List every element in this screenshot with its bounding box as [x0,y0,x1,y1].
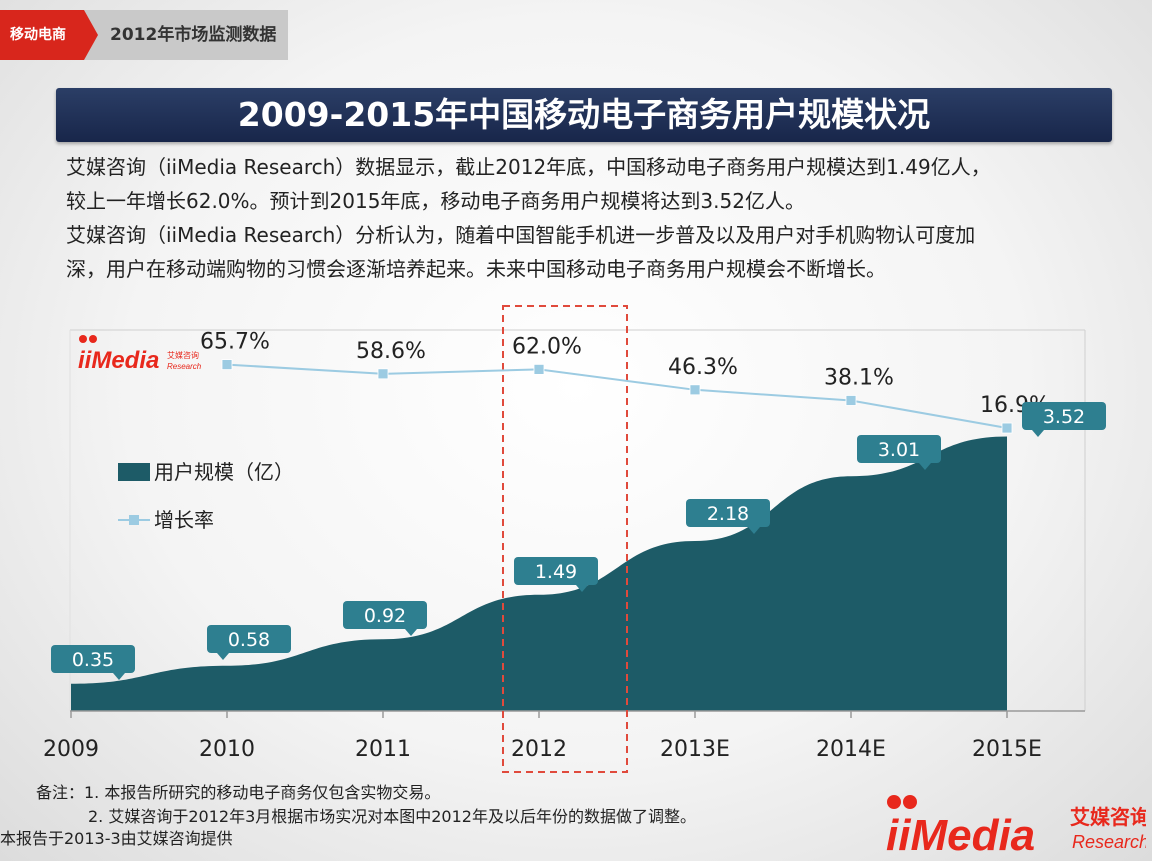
area-value-label: 3.01 [878,439,920,461]
x-tick-label: 2013E [660,737,730,762]
growth-rate-point [377,368,389,380]
logo-en-text: Research [1072,832,1146,852]
iimedia-logo: iiMedia 艾媒咨询 Research [886,795,1146,856]
logo-brand-text: iiMedia [886,811,1035,856]
x-tick-label: 2011 [355,737,411,762]
x-tick-label: 2015E [972,737,1042,762]
description-line-1: 艾媒咨询（iiMedia Research）数据显示，截止2012年底，中国移动… [66,155,991,179]
chart-logo-en: Research [167,362,202,371]
area-value-callout: 2.18 [686,499,770,534]
area-value-callout: 0.58 [207,625,291,660]
growth-rate-point [689,384,701,396]
growth-rate-label: 62.0% [512,334,582,359]
x-tick-label: 2010 [199,737,255,762]
area-value-label: 0.92 [364,605,406,627]
callout-tail [919,463,931,470]
breadcrumb: 移动电商 2012年市场监测数据 [0,10,289,60]
callout-box [857,435,941,463]
x-tick-label: 2014E [816,737,886,762]
callout-box [207,625,291,653]
breadcrumb-text: 2012年市场监测数据 [84,10,289,60]
growth-rate-label: 58.6% [356,339,426,364]
area-value-label: 0.58 [228,629,270,651]
area-series-user-scale [71,436,1007,711]
growth-rate-point [533,363,545,375]
area-value-label: 1.49 [535,561,577,583]
line-series-growth-rate [226,363,1008,430]
callout-tail [1032,430,1044,437]
growth-rate-label: 65.7% [200,330,270,355]
legend-label-growth: 增长率 [154,508,214,532]
chart-logo-dot-1 [79,335,87,343]
area-value-label: 2.18 [707,503,749,525]
description-line-2: 较上一年增长62.0%。预计到2015年底，移动电子商务用户规模将达到3.52亿… [66,189,805,213]
callout-tail [405,629,417,636]
area-value-callout: 1.49 [514,557,598,592]
breadcrumb-tag[interactable]: 移动电商 [0,10,98,60]
legend-marker-growth [129,515,139,525]
logo-dot-2 [903,795,917,809]
callout-box [343,601,427,629]
chart-logo-brand: iiMedia [78,347,159,374]
callout-box [514,557,598,585]
description-line-4: 深，用户在移动端购物的习惯会逐渐培养起来。未来中国移动电子商务用户规模会不断增长… [66,257,886,281]
area-value-label: 3.52 [1043,406,1085,428]
page-title: 2009-2015年中国移动电子商务用户规模状况 [56,88,1112,142]
growth-rate-point [1001,422,1013,434]
growth-rate-label: 38.1% [824,365,894,390]
note-2: 2. 艾媒咨询于2012年3月根据市场实况对本图中2012年及以后年份的数据做了… [88,807,696,826]
callout-tail [113,673,125,680]
highlight-2012-box [502,305,628,773]
chart-logo-cn: 艾媒咨询 [167,350,199,360]
callout-box [686,499,770,527]
legend-label-area: 用户规模（亿） [154,460,294,484]
x-tick-label: 2009 [43,737,99,762]
legend-swatch-area [118,463,150,481]
area-value-callout: 0.35 [51,645,135,680]
callout-tail [217,653,229,660]
area-value-callout: 3.01 [857,435,941,470]
description-line-3: 艾媒咨询（iiMedia Research）分析认为，随着中国智能手机进一步普及… [66,223,976,247]
logo-dot-1 [887,795,901,809]
growth-rate-label: 46.3% [668,355,738,380]
growth-rate-point [221,359,233,370]
area-value-callout: 3.52 [1022,402,1106,437]
callout-tail [576,585,588,592]
callout-box [51,645,135,673]
x-tick-label: 2012 [511,737,567,762]
note-3: 本报告于2013-3由艾媒咨询提供 [0,829,233,848]
callout-tail [748,527,760,534]
logo-cn-text: 艾媒咨询 [1070,805,1146,829]
area-value-label: 0.35 [72,649,114,671]
user-scale-chart: 2009 2010 2011 2012 2013E 2014E 2015E 65.7% 58.… [43,305,1106,773]
area-value-callout: 0.92 [343,601,427,636]
note-1: 备注：1. 本报告所研究的移动电子商务仅包含实物交易。 [36,783,441,802]
growth-rate-point [845,395,857,406]
callout-box [1022,402,1106,430]
chart-logo-dot-2 [89,335,97,343]
